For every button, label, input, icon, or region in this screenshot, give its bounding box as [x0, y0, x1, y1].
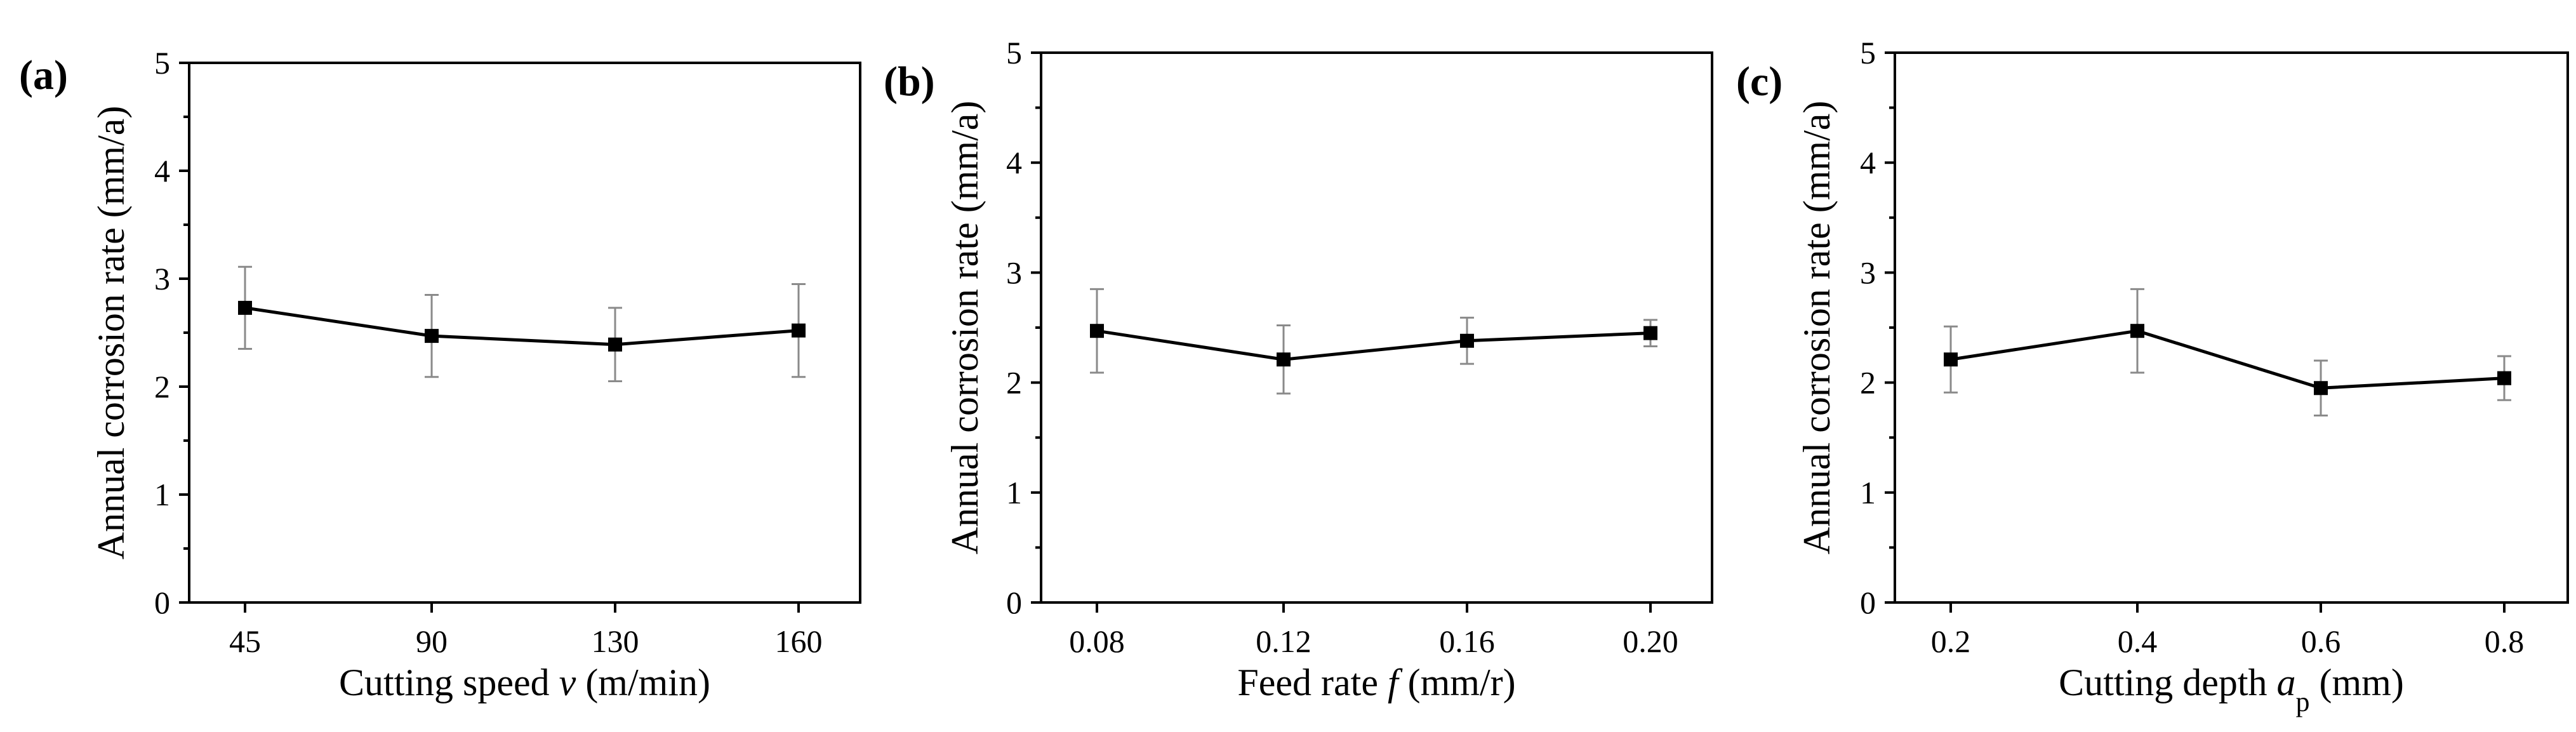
data-point — [792, 323, 806, 338]
y-axis-label: Annual corrosion rate (mm/a) — [1796, 101, 1838, 555]
data-point — [238, 300, 252, 315]
y-tick-label: 4 — [1860, 145, 1876, 180]
y-tick-label: 1 — [1006, 475, 1022, 510]
y-tick-label: 1 — [154, 477, 170, 512]
x-axis-label: Cutting depth ap (mm) — [2059, 662, 2404, 717]
y-tick-label: 2 — [154, 369, 170, 404]
x-tick-label: 0.20 — [1623, 623, 1678, 659]
x-tick-label: 0.2 — [1931, 623, 1971, 659]
y-tick-label: 5 — [1006, 35, 1022, 70]
y-tick-label: 5 — [154, 45, 170, 81]
x-tick-label: 0.4 — [2118, 623, 2158, 659]
x-tick-label: 0.8 — [2485, 623, 2525, 659]
series-line — [1096, 329, 1651, 361]
x-tick-label: 0.6 — [2301, 623, 2341, 659]
x-axis-label: Cutting speed v (m/min) — [339, 662, 710, 703]
panel-label: (c) — [1736, 58, 1783, 105]
chart-panel-3: (c) 0 1 2 3 4 5 0.2 0.4 0.6 0.8 Annual corrosion ra… — [1736, 35, 2569, 717]
chart-panel-2: (b) 0 1 2 3 4 5 0.08 0.12 0.16 0.20 Annual corrosio… — [884, 35, 1713, 703]
data-point — [608, 337, 622, 352]
data-point — [1460, 333, 1474, 348]
y-tick-label: 3 — [154, 261, 170, 296]
y-tick-label: 0 — [1860, 585, 1876, 620]
y-tick-label: 3 — [1860, 255, 1876, 290]
x-axis-label: Feed rate f (mm/r) — [1237, 662, 1515, 703]
y-axis-label: Annual corrosion rate (mm/a) — [944, 101, 986, 555]
y-tick-label: 4 — [1006, 145, 1022, 180]
y-tick-label: 2 — [1860, 365, 1876, 401]
x-tick-label: 160 — [775, 623, 823, 659]
y-tick-label: 4 — [154, 153, 170, 189]
series-line — [1950, 329, 2505, 390]
y-tick-label: 0 — [1006, 585, 1022, 620]
y-tick-label: 1 — [1860, 475, 1876, 510]
y-tick-label: 5 — [1860, 35, 1876, 70]
panel-label: (a) — [19, 52, 68, 98]
x-tick-label: 45 — [229, 623, 261, 659]
y-tick-label: 0 — [154, 585, 170, 620]
data-point — [2314, 381, 2328, 396]
y-axis-label: Annual corrosion rate (mm/a) — [90, 106, 132, 560]
data-point — [1944, 352, 1958, 367]
x-tick-label: 0.16 — [1439, 623, 1495, 659]
x-tick-label: 0.08 — [1069, 623, 1125, 659]
data-point — [1277, 352, 1291, 367]
data-point — [1090, 324, 1104, 338]
y-tick-label: 3 — [1006, 255, 1022, 290]
plot-frame — [1040, 51, 1713, 604]
data-point — [2130, 324, 2144, 338]
x-tick-label: 90 — [416, 623, 448, 659]
x-tick-label: 130 — [592, 623, 639, 659]
y-tick-label: 2 — [1006, 365, 1022, 401]
data-point — [425, 329, 439, 343]
plot-frame — [1894, 51, 2569, 604]
data-point — [2497, 371, 2511, 385]
series-line — [244, 306, 799, 347]
x-tick-label: 0.12 — [1256, 623, 1311, 659]
panel-label: (b) — [884, 58, 935, 105]
data-point — [1643, 326, 1657, 340]
